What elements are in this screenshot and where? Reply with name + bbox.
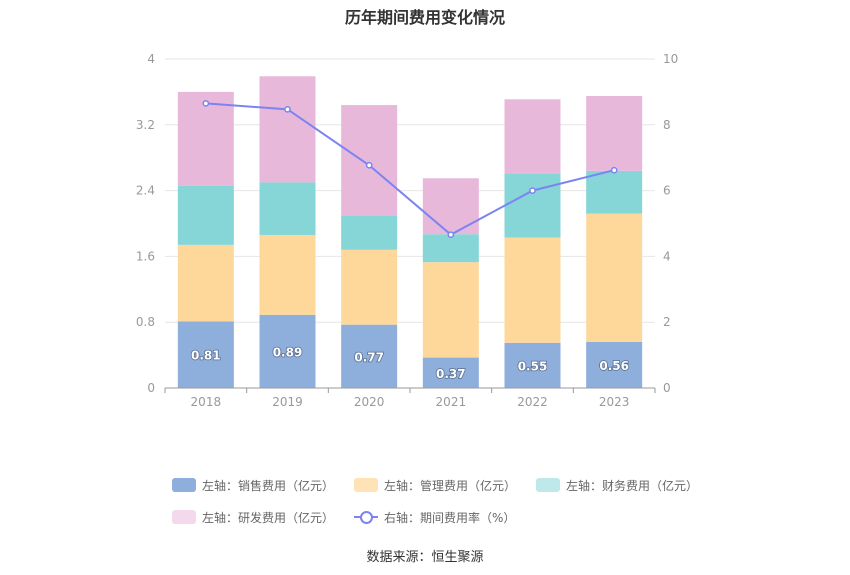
left-tick-label: 4 (147, 52, 155, 66)
bar-segment (259, 314, 316, 388)
bar-segment (586, 170, 643, 214)
legend-item-finance[interactable]: 左轴：财务费用（亿元） (536, 477, 698, 494)
legend-label-rate: 右轴：期间费用率（%） (384, 510, 516, 525)
bar-segment (586, 341, 643, 388)
legend-label-rnd: 左轴：研发费用（亿元） (202, 510, 335, 525)
bar-segment (504, 99, 561, 174)
legend-swatch-finance (536, 478, 561, 492)
bar-segment (504, 173, 561, 238)
legend-swatch-sales (172, 478, 196, 492)
rate-line (205, 102, 615, 236)
rate-point (529, 187, 536, 194)
left-tick-label: 0.8 (136, 315, 155, 329)
legend-row: 左轴：研发费用（亿元） 右轴：期间费用率（%） (172, 506, 712, 528)
bar-segment (177, 244, 234, 322)
right-tick-label: 6 (663, 184, 671, 198)
chart-title: 历年期间费用变化情况 (344, 8, 505, 27)
bar-segment (177, 321, 234, 388)
bar-segment (586, 213, 643, 342)
bar-segment (422, 234, 479, 263)
rate-point (365, 161, 373, 169)
x-axis: 2018 2019 2020 2021 2022 2023 (164, 387, 656, 409)
bar-labels: 0.81 0.89 0.77 0.37 0.55 0.56 (190, 345, 630, 382)
bar-value-label: 0.81 (191, 349, 221, 363)
bar-segment (504, 342, 561, 388)
legend: 左轴：销售费用（亿元） 左轴：管理费用（亿元） 左轴：财务费用（亿元） 左轴：研… (172, 474, 712, 538)
legend-label-sales: 左轴：销售费用（亿元） (202, 478, 335, 493)
right-axis-ticks: 0 2 4 6 8 10 (663, 52, 678, 395)
bar-segment (341, 324, 398, 388)
right-tick-label: 4 (663, 249, 671, 263)
bar-value-label: 0.77 (354, 350, 384, 364)
rate-point (202, 100, 210, 107)
x-tick-label: 2020 (354, 395, 385, 409)
bar-segment (422, 262, 479, 358)
bar-segment (504, 237, 561, 343)
bar-value-label: 0.89 (273, 345, 303, 359)
legend-item-rate[interactable]: 右轴：期间费用率（%） (354, 509, 515, 526)
legend-item-admin[interactable]: 左轴：管理费用（亿元） (354, 477, 516, 494)
bar-segment (259, 76, 316, 183)
bar-value-label: 0.56 (599, 359, 629, 373)
legend-item-rnd[interactable]: 左轴：研发费用（亿元） (172, 509, 334, 526)
bar-segment (341, 249, 398, 325)
legend-item-sales[interactable]: 左轴：销售费用（亿元） (172, 477, 334, 494)
bar-segment (259, 182, 316, 236)
bar-segment (586, 96, 643, 171)
left-tick-label: 3.2 (136, 118, 155, 132)
x-tick-label: 2019 (272, 395, 303, 409)
bar-segment (177, 185, 234, 245)
left-tick-label: 1.6 (136, 249, 155, 263)
left-tick-label: 0 (147, 381, 155, 395)
bar-segment (422, 357, 479, 388)
bar-value-label: 0.55 (518, 359, 548, 373)
rate-point (610, 166, 618, 174)
x-tick-label: 2022 (517, 395, 548, 409)
legend-swatch-rnd (172, 510, 196, 524)
rate-point (447, 231, 455, 239)
left-tick-label: 2.4 (136, 184, 155, 198)
bar-segment (177, 91, 234, 186)
legend-row: 左轴：销售费用（亿元） 左轴：管理费用（亿元） 左轴：财务费用（亿元） (172, 474, 712, 496)
rate-line-series (202, 100, 618, 239)
right-tick-label: 10 (663, 52, 678, 66)
right-tick-label: 0 (663, 381, 671, 395)
legend-swatch-rate (354, 510, 379, 524)
rate-point (284, 105, 291, 113)
x-tick-label: 2018 (191, 395, 222, 409)
source-note: 数据来源：恒生聚源 (366, 550, 484, 565)
bar-segment (341, 105, 398, 216)
x-tick-label: 2021 (436, 395, 467, 409)
x-tick-label: 2023 (599, 395, 630, 409)
bar-series (177, 76, 643, 388)
bar-value-label: 0.37 (436, 367, 466, 381)
left-axis-ticks: 0 0.8 1.6 2.4 3.2 4 (136, 52, 155, 395)
bar-segment (259, 235, 316, 315)
right-tick-label: 2 (663, 315, 671, 329)
right-tick-label: 8 (663, 118, 671, 132)
grid-lines (165, 58, 655, 323)
legend-label-finance: 左轴：财务费用（亿元） (566, 478, 699, 493)
bar-segment (422, 178, 479, 235)
legend-label-admin: 左轴：管理费用（亿元） (384, 478, 517, 493)
legend-swatch-admin (354, 478, 379, 492)
bar-segment (341, 215, 398, 250)
